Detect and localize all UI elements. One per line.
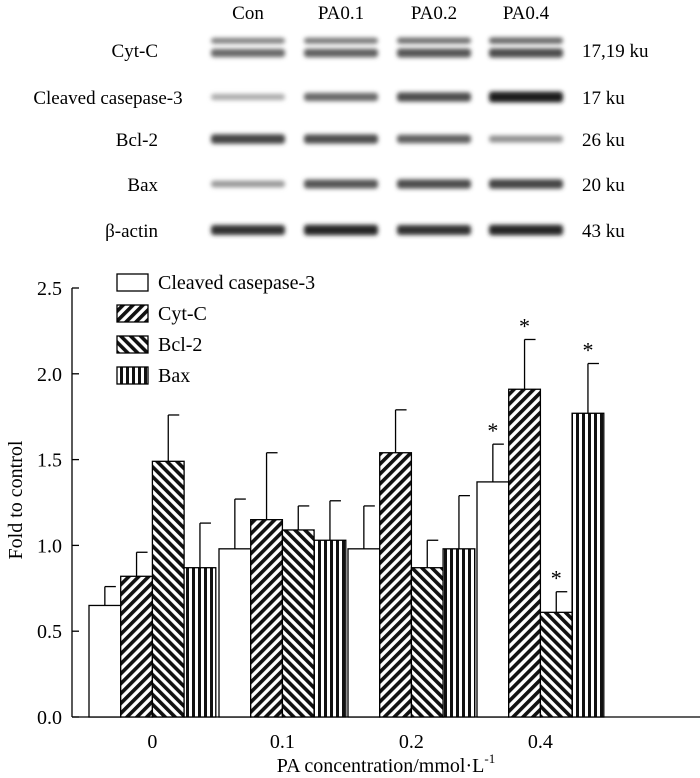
blot-band [211, 180, 285, 188]
significance-marker: * [487, 418, 498, 443]
bar [183, 567, 217, 718]
legend: Cleaved casepase-3 Cyt-C Bcl-2 Bax [116, 272, 315, 387]
blot-band [211, 93, 285, 101]
y-tick-label: 1.5 [37, 450, 62, 472]
significance-marker: * [519, 313, 530, 338]
x-tick-label: 0 [147, 731, 157, 753]
bar [120, 575, 154, 718]
blot-band [489, 179, 563, 189]
protein-label: Cleaved casepase-3 [33, 88, 182, 109]
lane-label: Con [232, 3, 264, 24]
protein-label: β-actin [105, 221, 158, 242]
western-blot-panel: Con PA0.1 PA0.2 PA0.4 Cyt-C 17,19 ku Cleaved … [33, 3, 649, 242]
blot-band [304, 224, 378, 236]
blot-band [304, 179, 378, 189]
bar [151, 460, 185, 718]
blot-band [489, 135, 563, 143]
legend-swatch [116, 335, 149, 354]
bar [379, 452, 413, 718]
legend-label: Cleaved casepase-3 [158, 272, 315, 294]
bar [539, 611, 573, 718]
blot-band [489, 91, 563, 103]
bar [281, 529, 315, 718]
legend-swatch [116, 273, 149, 292]
blot-band [304, 134, 378, 144]
blot-row: Bcl-2 26 ku [116, 130, 625, 151]
bar [442, 548, 476, 718]
bar [508, 388, 542, 718]
molecular-weight-label: 20 ku [582, 175, 625, 196]
blot-band [211, 224, 285, 236]
significance-marker: * [551, 566, 562, 591]
y-axis-label: Fold to control [5, 440, 27, 559]
blot-band [304, 37, 378, 44]
protein-label: Bcl-2 [116, 130, 158, 151]
legend-label: Bax [158, 365, 190, 387]
legend-label: Cyt-C [158, 303, 207, 325]
blot-row: β-actin 43 ku [105, 221, 625, 242]
lane-label: PA0.2 [411, 3, 457, 24]
significance-marker: * [582, 338, 593, 363]
molecular-weight-label: 43 ku [582, 221, 625, 242]
blot-band [397, 48, 471, 58]
blot-band [489, 224, 563, 236]
lane-labels: Con PA0.1 PA0.2 PA0.4 [232, 3, 549, 24]
blot-row: Bax 20 ku [127, 175, 625, 196]
blot-rows: Cyt-C 17,19 ku Cleaved casepase-3 17 ku Bcl-… [33, 37, 649, 242]
blot-band [397, 224, 471, 236]
protein-label: Bax [127, 175, 158, 196]
blot-row: Cyt-C 17,19 ku [112, 37, 649, 62]
bar [476, 481, 510, 718]
blot-band [397, 92, 471, 102]
blot-band [489, 48, 563, 58]
protein-label: Cyt-C [112, 41, 158, 62]
molecular-weight-label: 26 ku [582, 130, 625, 151]
bar [347, 548, 381, 718]
legend-swatch [116, 366, 149, 385]
x-tick-label: 0.4 [528, 731, 553, 753]
bars: * * * * [88, 313, 605, 718]
y-tick-label: 2.0 [37, 364, 62, 386]
y-tick-label: 1.0 [37, 535, 62, 557]
lane-label: PA0.4 [503, 3, 550, 24]
y-tick-label: 0.0 [37, 707, 62, 729]
bar-chart: 0.0 0.5 1.0 1.5 2.0 2.5 0 0.1 0.2 0.4 * * * * Cleav… [5, 272, 700, 777]
lane-label: PA0.1 [318, 3, 364, 24]
bar [410, 567, 444, 718]
bar [88, 604, 122, 718]
bar [218, 548, 252, 718]
legend-label: Bcl-2 [158, 334, 202, 356]
blot-band [304, 92, 378, 102]
blot-band [397, 37, 471, 44]
blot-band [211, 37, 285, 44]
blot-band [211, 134, 285, 144]
x-tick-label: 0.1 [270, 731, 295, 753]
legend-swatch [116, 304, 149, 323]
molecular-weight-label: 17 ku [582, 88, 625, 109]
blot-band [304, 48, 378, 58]
x-axis: 0 0.1 0.2 0.4 [72, 716, 700, 753]
blot-band [211, 48, 285, 58]
molecular-weight-label: 17,19 ku [582, 41, 649, 62]
bar [571, 412, 605, 718]
blot-band [397, 179, 471, 189]
x-tick-label: 0.2 [399, 731, 424, 753]
y-axis: 0.0 0.5 1.0 1.5 2.0 2.5 [37, 278, 79, 729]
x-axis-label: PA concentration/mmol·L-1 [277, 751, 495, 777]
y-tick-label: 0.5 [37, 621, 62, 643]
bar [250, 519, 284, 718]
x-axis-label-superscript: -1 [484, 751, 495, 766]
bar [313, 539, 347, 718]
blot-row: Cleaved casepase-3 17 ku [33, 88, 625, 109]
blot-band [489, 37, 563, 44]
x-axis-label-text: PA concentration/mmol·L [277, 755, 485, 777]
y-tick-label: 2.5 [37, 278, 62, 300]
blot-band [397, 134, 471, 144]
